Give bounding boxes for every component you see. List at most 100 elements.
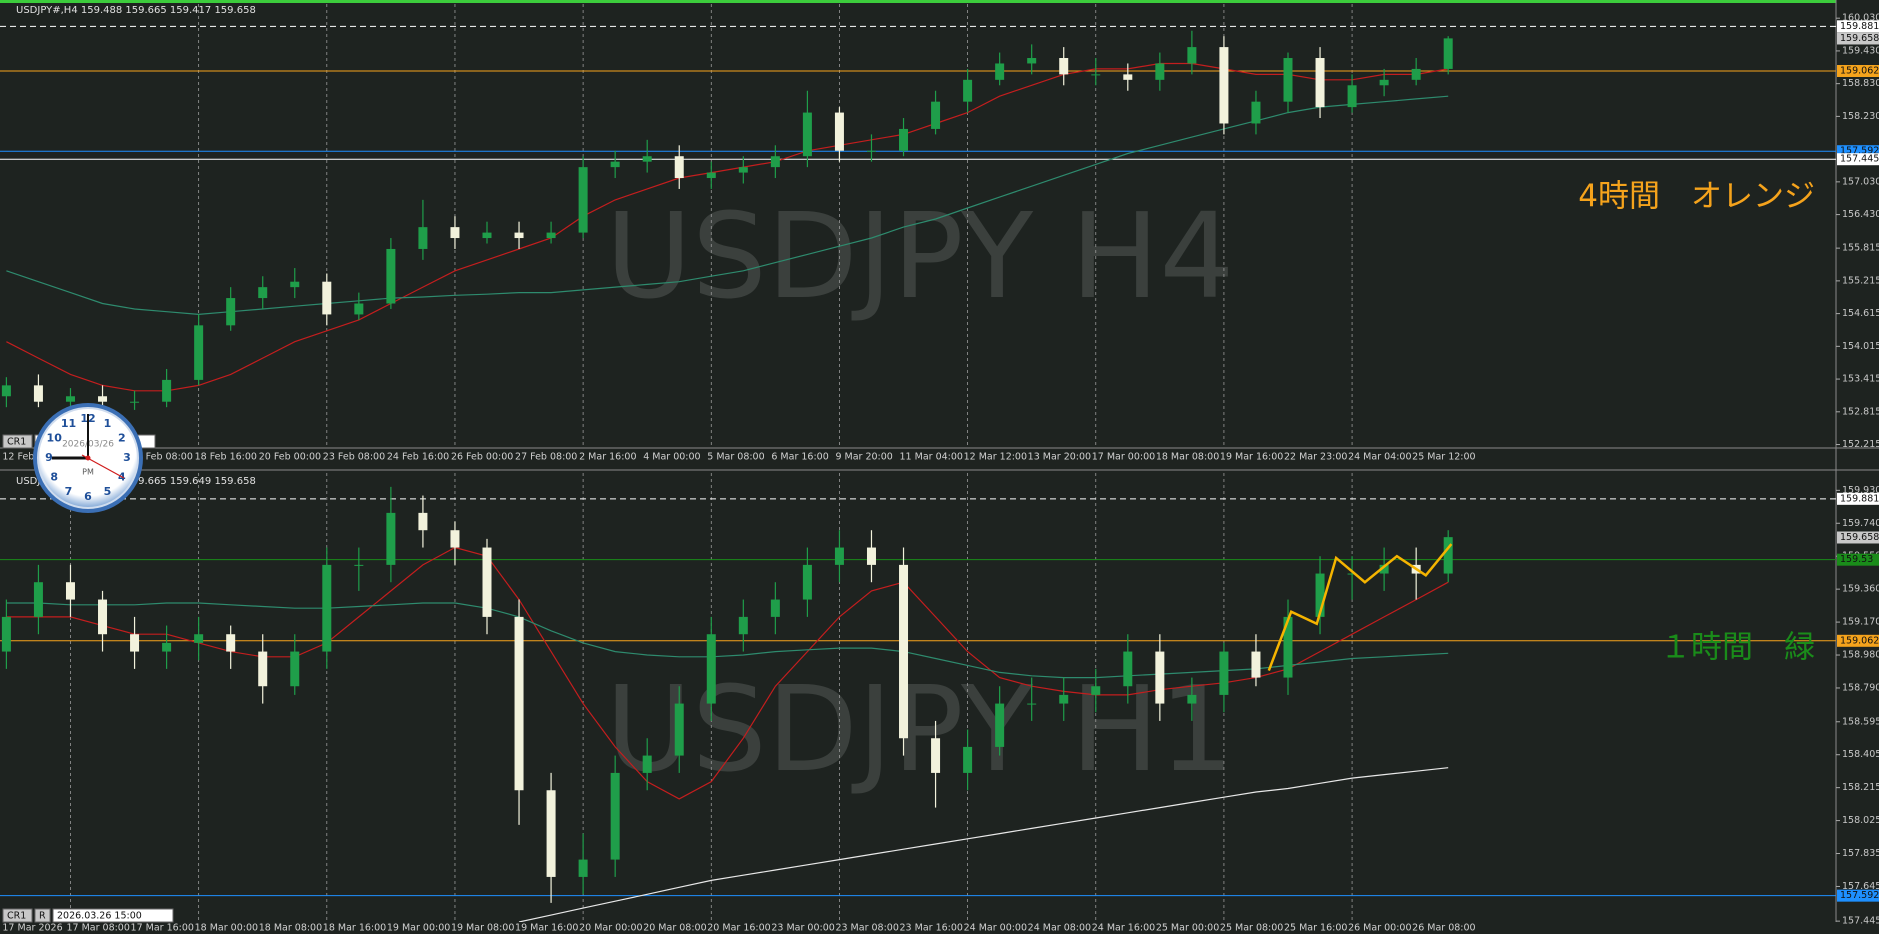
candle-body	[866, 150, 876, 152]
candle-body	[1027, 58, 1037, 64]
price-level-label: 159.881	[1840, 493, 1879, 504]
y-tick-label: 153.415	[1842, 374, 1879, 385]
candle-body	[258, 651, 268, 687]
candle-body	[1315, 58, 1325, 108]
candle-body	[1315, 573, 1325, 617]
x-tick-label: 19 Mar 16:00	[515, 923, 578, 934]
x-tick-label: 25 Mar 00:00	[1156, 923, 1219, 934]
price-level-label: 159.881	[1840, 21, 1879, 32]
candle-body	[1219, 47, 1229, 124]
candle-body	[1155, 651, 1165, 704]
y-tick-label: 157.835	[1842, 848, 1879, 859]
x-tick-label: 17 Mar 16:00	[131, 923, 194, 934]
candle-body	[802, 564, 812, 600]
y-tick-label: 158.215	[1842, 782, 1879, 793]
candle-body	[33, 385, 43, 402]
y-tick-label: 155.215	[1842, 275, 1879, 286]
chart-title: USDJPY#,H4 159.488 159.665 159.417 159.6…	[16, 5, 256, 16]
candle-body	[290, 281, 300, 288]
y-tick-label: 158.025	[1842, 815, 1879, 826]
status-badge-label: 2026.03.26 15:00	[57, 911, 142, 922]
price-level-box	[1837, 553, 1879, 566]
x-tick-label: 26 Mar 08:00	[1412, 923, 1475, 934]
candle-body	[65, 396, 75, 402]
y-tick-label: 152.815	[1842, 406, 1879, 417]
y-tick-label: 157.445	[1842, 916, 1879, 927]
candle-body	[258, 287, 268, 299]
candle-body	[1059, 694, 1069, 704]
status-badge-label: CR1	[7, 437, 26, 448]
clock-center	[85, 455, 91, 461]
y-tick-label: 159.360	[1842, 584, 1879, 595]
candle-body	[1123, 74, 1133, 80]
candle-body	[514, 232, 524, 239]
candle-body	[226, 634, 236, 652]
candle-body	[578, 859, 588, 877]
price-level-label: 157.592	[1840, 890, 1879, 901]
candle-body	[98, 599, 108, 635]
candle-body	[322, 564, 332, 652]
status-badge	[2, 908, 33, 923]
candle-body	[834, 112, 844, 151]
status-badge	[52, 908, 174, 923]
candle-body	[1091, 74, 1101, 76]
x-tick-label: 20 Mar 16:00	[707, 923, 770, 934]
candle-body	[674, 703, 684, 756]
x-tick-label: 25 Mar 08:00	[1220, 923, 1283, 934]
moving-average	[6, 62, 1449, 392]
candle-body	[706, 634, 716, 704]
zigzag-line	[1267, 543, 1453, 672]
x-tick-label: 12 Mar 12:00	[964, 452, 1027, 463]
candle-body	[418, 512, 428, 531]
candle-body	[995, 703, 1005, 747]
x-tick-label: 13 Mar 20:00	[1028, 452, 1091, 463]
price-level-label: 159.53	[1840, 554, 1873, 565]
chart-pane: USDJPY H1	[0, 473, 1836, 922]
clock: 2026/03/26PM121234567891011	[33, 403, 143, 513]
x-tick-label: 25 Mar 12:00	[1412, 452, 1475, 463]
x-tick-label: 24 Mar 00:00	[964, 923, 1027, 934]
candle-body	[1411, 68, 1421, 80]
candle-body	[354, 303, 364, 315]
x-tick-label: 25 Mar 16:00	[1284, 923, 1347, 934]
candle-body	[1187, 694, 1197, 704]
clock-numeral: 8	[50, 471, 58, 484]
x-tick-label: 24 Mar 08:00	[1028, 923, 1091, 934]
candle-body	[770, 599, 780, 617]
y-tick-label: 159.740	[1842, 518, 1879, 529]
candle-body	[802, 112, 812, 157]
price-level-label: 157.445	[1840, 154, 1879, 165]
candle-body	[995, 63, 1005, 80]
candle-body	[1251, 101, 1261, 124]
y-tick-label: 159.430	[1842, 45, 1879, 56]
candle-body	[546, 790, 556, 877]
candle-body	[1219, 651, 1229, 695]
status-badge	[2, 434, 33, 449]
y-tick-label: 158.980	[1842, 650, 1879, 661]
clock-numeral: 7	[65, 485, 73, 498]
candle-body	[418, 227, 428, 249]
candle-body	[610, 772, 620, 860]
candle-body	[1, 616, 11, 652]
x-tick-label: 2 Mar 16:00	[579, 452, 636, 463]
candle-body	[1443, 38, 1453, 69]
price-level-box	[1837, 64, 1879, 77]
x-tick-label: 20 Mar 08:00	[643, 923, 706, 934]
chart-annotation: １時間 緑	[1660, 630, 1815, 666]
top-bar	[0, 0, 1836, 3]
candle-body	[642, 755, 652, 773]
x-tick-label: 26 Mar 00:00	[1348, 923, 1411, 934]
x-tick-label: 17 Mar 2026	[2, 923, 62, 934]
candle-body	[322, 281, 332, 315]
x-tick-label: 18 Mar 00:00	[195, 923, 258, 934]
y-tick-label: 159.930	[1842, 485, 1879, 496]
x-tick-label: 19 Mar 16:00	[1220, 452, 1283, 463]
x-tick-label: 18 Mar 08:00	[1156, 452, 1219, 463]
candle-body	[738, 616, 748, 635]
clock-numeral: 2	[118, 432, 126, 445]
status-badge	[34, 908, 51, 923]
y-tick-label: 158.405	[1842, 749, 1879, 760]
candle-body	[1187, 47, 1197, 64]
candle-body	[931, 101, 941, 129]
